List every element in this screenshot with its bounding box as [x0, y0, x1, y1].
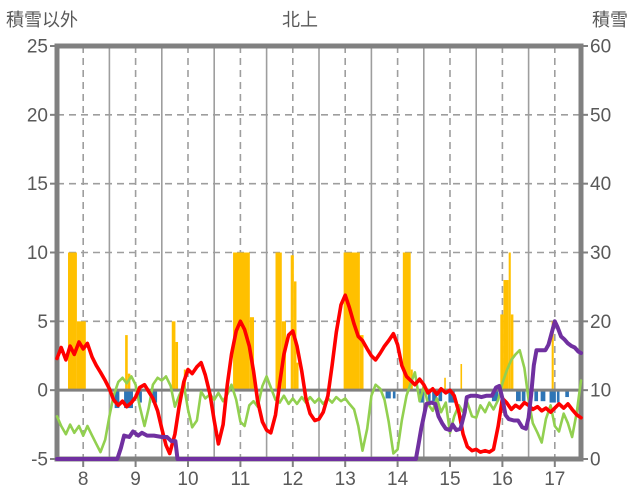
x-tick-label: 8 — [78, 469, 89, 490]
left-tick-label: 5 — [37, 312, 48, 333]
x-tick-label: 9 — [130, 469, 141, 490]
green_line — [55, 348, 583, 455]
right-tick-label: 20 — [590, 312, 611, 333]
red_line — [55, 293, 583, 456]
x-axis-tick-labels: 8 9 10 11 12 13 14 15 16 17 — [78, 469, 565, 490]
right-tick-label: 10 — [590, 381, 611, 402]
purple_line_snow_depth_cm — [55, 319, 583, 461]
right-axis-tick-labels: 60 50 40 30 20 10 0 — [590, 37, 611, 471]
left-tick-label: 25 — [27, 37, 48, 58]
x-tick-label: 17 — [544, 469, 565, 490]
left-tick-label: 15 — [27, 174, 48, 195]
x-tick-label: 15 — [439, 469, 460, 490]
chart-title: 北上 — [282, 10, 318, 30]
right-tick-label: 40 — [590, 174, 611, 195]
x-tick-label: 14 — [387, 469, 409, 490]
right-axis-title: 積雪 — [592, 10, 628, 30]
x-tick-label: 16 — [492, 469, 513, 490]
left-axis-title: 積雪以外 — [6, 10, 78, 30]
right-tick-label: 50 — [590, 105, 611, 126]
x-tick-label: 10 — [177, 469, 198, 490]
right-tick-label: 30 — [590, 243, 611, 264]
x-tick-label: 11 — [231, 469, 251, 490]
left-tick-label: 10 — [27, 243, 48, 264]
left-axis-tick-labels: 25 20 15 10 5 0 -5 — [27, 37, 48, 471]
right-tick-label: 0 — [590, 450, 601, 471]
x-tick-label: 12 — [282, 469, 303, 490]
tick-marks — [50, 45, 588, 467]
left-tick-label: 20 — [27, 105, 48, 126]
left-tick-label: -5 — [31, 450, 48, 471]
left-tick-label: 0 — [37, 381, 48, 402]
right-tick-label: 60 — [590, 37, 611, 58]
x-tick-label: 13 — [335, 469, 356, 490]
